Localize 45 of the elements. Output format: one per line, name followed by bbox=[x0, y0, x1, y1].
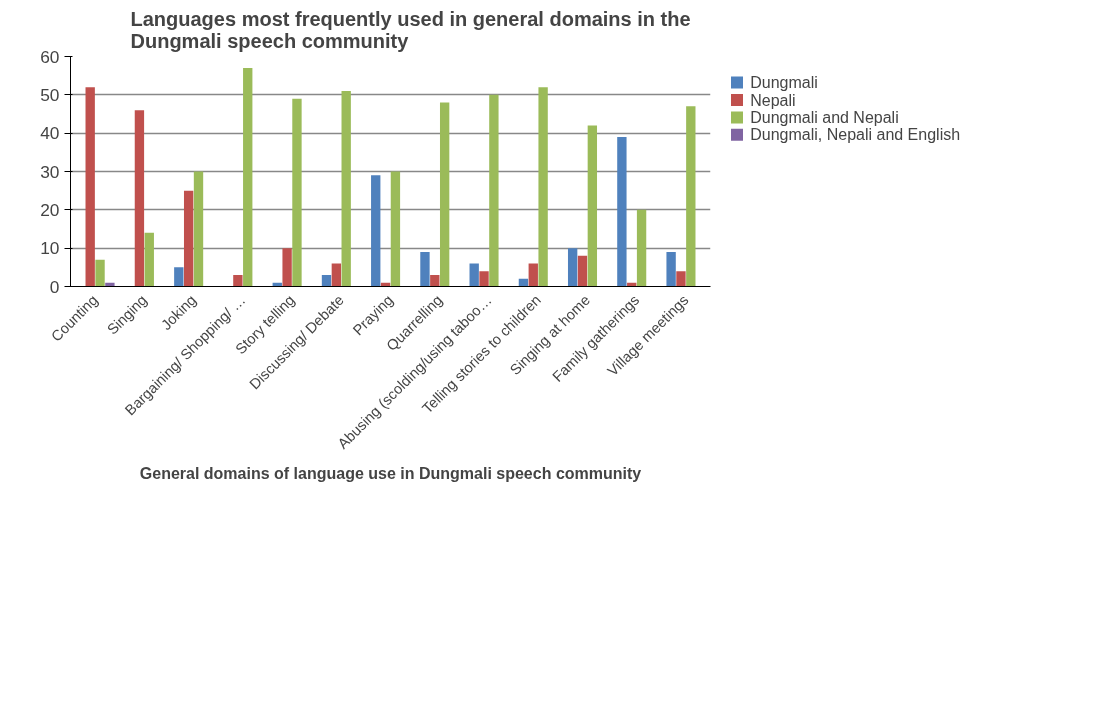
y-tick-label: 60 bbox=[40, 46, 60, 67]
bar bbox=[134, 110, 145, 287]
bar bbox=[371, 175, 381, 287]
bar bbox=[331, 263, 342, 287]
bar bbox=[420, 252, 430, 287]
bar bbox=[193, 171, 204, 287]
bar bbox=[469, 263, 479, 287]
chart-title: Languages most frequently used in general domains in the Dungmali speech community bbox=[130, 7, 691, 52]
bar bbox=[183, 190, 194, 287]
bar bbox=[390, 171, 401, 287]
bar bbox=[636, 209, 647, 287]
bar bbox=[321, 275, 332, 287]
bar bbox=[95, 259, 105, 287]
y-tick-label: 40 bbox=[40, 123, 60, 144]
y-tick-label: 50 bbox=[40, 84, 60, 105]
bar bbox=[243, 68, 253, 287]
bar bbox=[686, 106, 696, 287]
y-tick-label: 20 bbox=[40, 199, 60, 220]
bar bbox=[567, 248, 578, 287]
bar bbox=[174, 267, 184, 287]
bar bbox=[439, 102, 450, 287]
y-tick-label: 30 bbox=[40, 161, 60, 182]
bar bbox=[528, 263, 538, 287]
bar bbox=[538, 87, 548, 287]
bar bbox=[233, 275, 243, 287]
bar bbox=[577, 255, 588, 287]
bar bbox=[489, 94, 499, 287]
legend-label: Dungmali, Nepali and English bbox=[750, 126, 961, 144]
bar bbox=[666, 252, 676, 287]
bar bbox=[282, 248, 292, 287]
bar bbox=[144, 232, 154, 287]
x-axis-title: General domains of language use in Dungmali speech community bbox=[139, 465, 642, 483]
legend-label: Dungmali bbox=[750, 74, 818, 92]
bar bbox=[341, 91, 351, 287]
y-tick-label: 10 bbox=[40, 238, 60, 259]
bar bbox=[85, 87, 95, 287]
bar bbox=[587, 125, 598, 287]
bar bbox=[292, 98, 302, 287]
bar bbox=[430, 275, 440, 287]
legend-label: Dungmali and Nepali bbox=[750, 108, 899, 126]
y-tick-label: 0 bbox=[49, 276, 60, 297]
bar bbox=[676, 271, 686, 287]
legend-label: Nepali bbox=[750, 91, 796, 109]
bar bbox=[617, 137, 627, 287]
bar bbox=[479, 271, 489, 287]
